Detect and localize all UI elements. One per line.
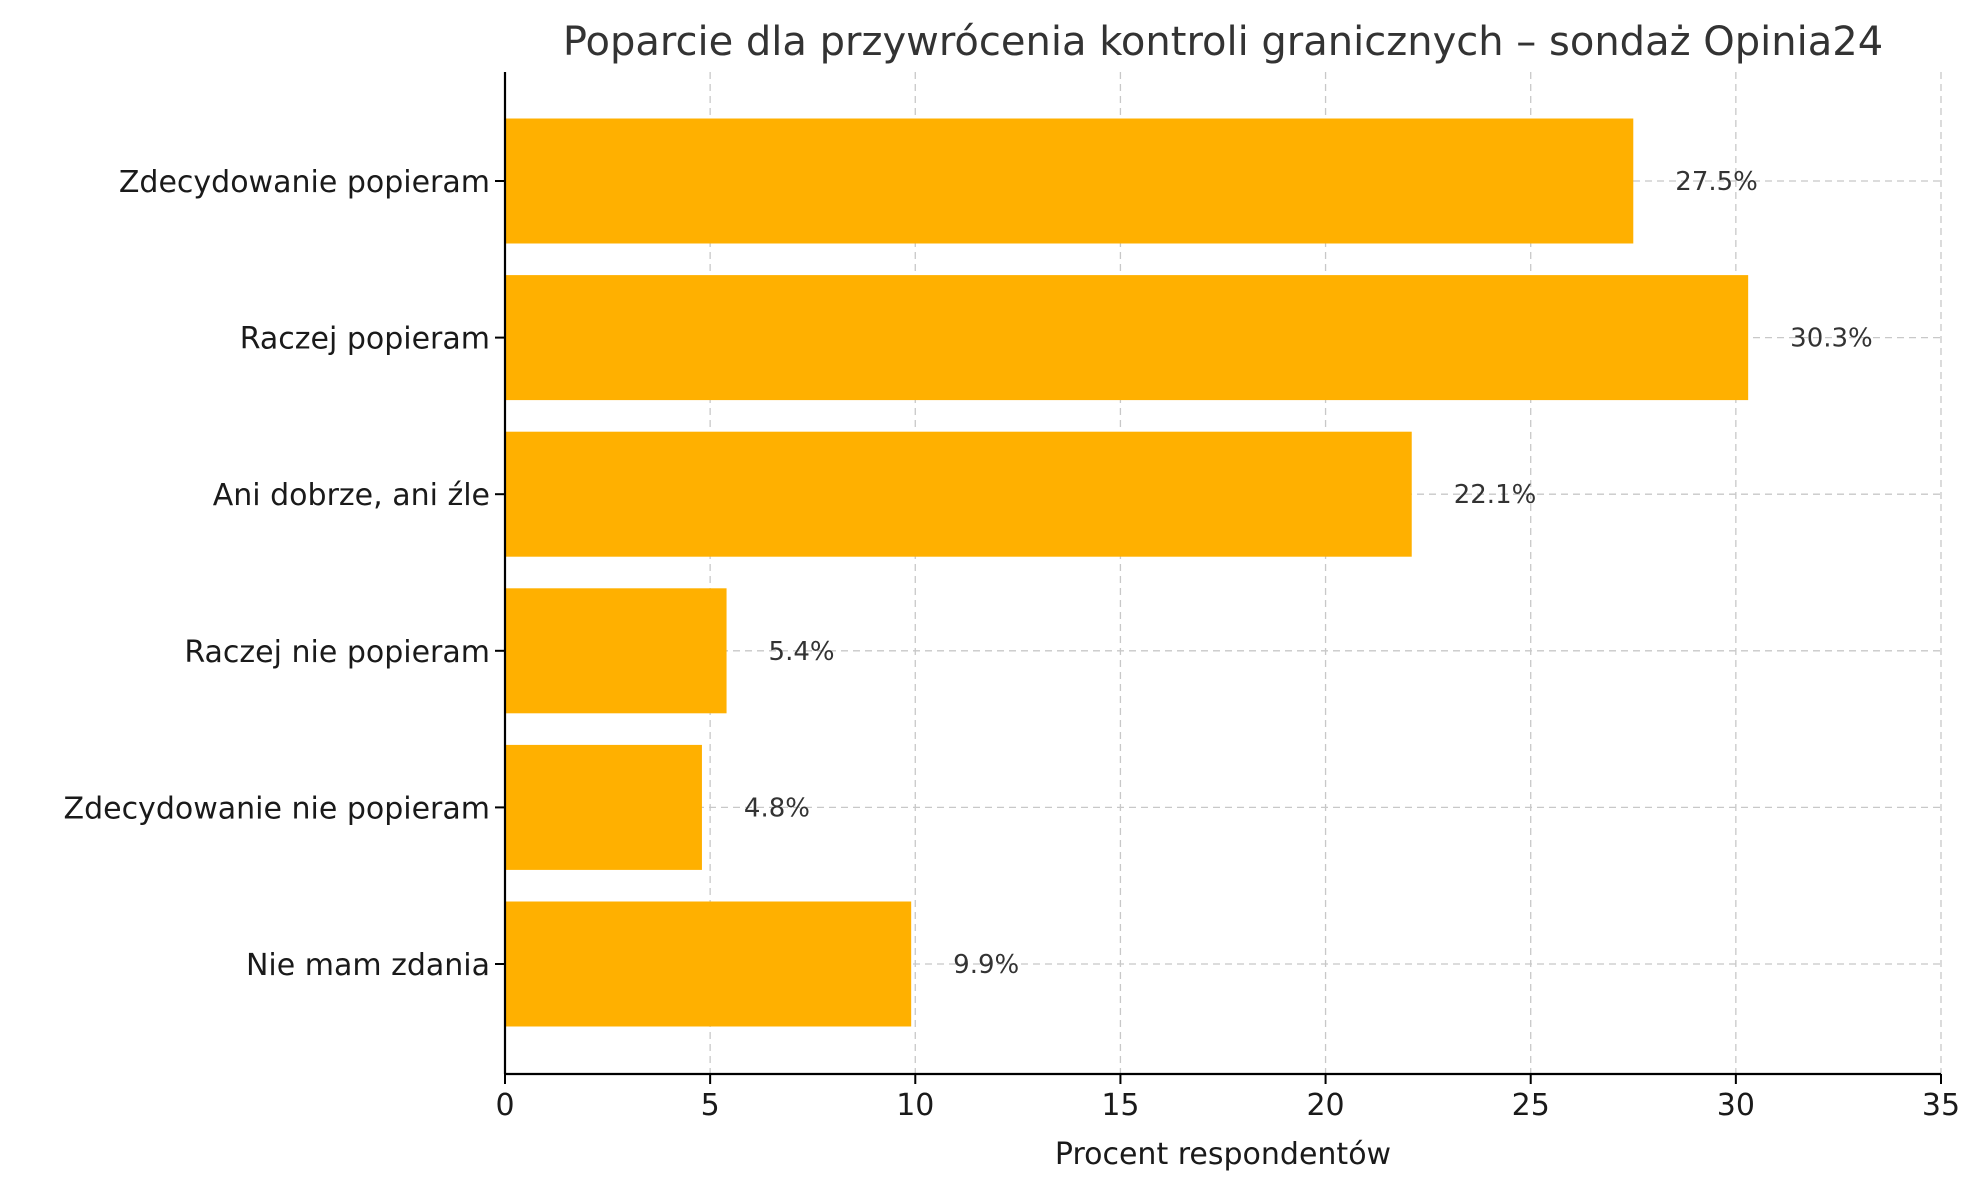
category-label: Raczej nie popieram xyxy=(184,635,490,670)
value-label: 4.8% xyxy=(744,793,810,823)
chart-title: Poparcie dla przywrócenia kontroli grani… xyxy=(563,19,1883,65)
category-label: Zdecydowanie popieram xyxy=(119,165,490,200)
x-tick-label: 20 xyxy=(1306,1088,1344,1123)
axes-layer xyxy=(503,72,1941,1076)
x-tick-label: 15 xyxy=(1101,1088,1139,1123)
bar xyxy=(505,275,1749,401)
value-label: 27.5% xyxy=(1675,167,1758,197)
value-label: 30.3% xyxy=(1790,324,1873,354)
x-tick-label: 5 xyxy=(701,1088,720,1123)
value-label: 22.1% xyxy=(1454,480,1537,510)
x-tick-label: 10 xyxy=(896,1088,934,1123)
category-label: Ani dobrze, ani źle xyxy=(213,478,490,513)
bar xyxy=(505,431,1412,557)
bar xyxy=(505,118,1634,244)
category-label: Zdecydowanie nie popieram xyxy=(64,791,490,826)
category-label: Nie mam zdania xyxy=(246,948,490,983)
bar xyxy=(505,588,727,714)
bar xyxy=(505,901,912,1027)
x-tick-label: 30 xyxy=(1717,1088,1755,1123)
x-tick-label: 0 xyxy=(495,1088,514,1123)
x-axis-title: Procent respondentów xyxy=(1055,1137,1391,1172)
category-label: Raczej popieram xyxy=(240,322,490,357)
bars-layer xyxy=(505,118,1749,1027)
x-tick-label: 25 xyxy=(1512,1088,1550,1123)
labels-layer: 0 5 10 15 20 25 30 35 Zdecydowanie popieram 27.5%… xyxy=(64,165,1961,1123)
value-label: 9.9% xyxy=(953,950,1019,980)
value-label: 5.4% xyxy=(769,637,835,667)
x-tick-label: 35 xyxy=(1922,1088,1960,1123)
bar xyxy=(505,744,702,870)
